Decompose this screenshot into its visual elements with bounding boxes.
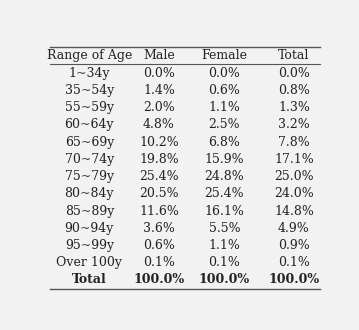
Text: 1.1%: 1.1% <box>208 101 240 114</box>
Text: 5.5%: 5.5% <box>209 222 240 235</box>
Text: 1.1%: 1.1% <box>208 239 240 252</box>
Text: 0.9%: 0.9% <box>278 239 310 252</box>
Text: 4.8%: 4.8% <box>143 118 175 131</box>
Text: Total: Total <box>72 274 107 286</box>
Text: 80~84y: 80~84y <box>65 187 114 200</box>
Text: 75~79y: 75~79y <box>65 170 114 183</box>
Text: 25.4%: 25.4% <box>139 170 179 183</box>
Text: 55~59y: 55~59y <box>65 101 114 114</box>
Text: Range of Age: Range of Age <box>47 50 132 62</box>
Text: 17.1%: 17.1% <box>274 153 314 166</box>
Text: 24.0%: 24.0% <box>274 187 314 200</box>
Text: Total: Total <box>278 50 309 62</box>
Text: 19.8%: 19.8% <box>139 153 179 166</box>
Text: 35~54y: 35~54y <box>65 84 114 97</box>
Text: 100.0%: 100.0% <box>199 274 250 286</box>
Text: 6.8%: 6.8% <box>208 136 240 148</box>
Text: 25.4%: 25.4% <box>205 187 244 200</box>
Text: Over 100y: Over 100y <box>56 256 122 269</box>
Text: 2.5%: 2.5% <box>209 118 240 131</box>
Text: 11.6%: 11.6% <box>139 205 179 217</box>
Text: 0.1%: 0.1% <box>278 256 310 269</box>
Text: 0.6%: 0.6% <box>208 84 240 97</box>
Text: 100.0%: 100.0% <box>268 274 320 286</box>
Text: 0.6%: 0.6% <box>143 239 175 252</box>
Text: 4.9%: 4.9% <box>278 222 310 235</box>
Text: 65~69y: 65~69y <box>65 136 114 148</box>
Text: 1~34y: 1~34y <box>69 67 110 80</box>
Text: 0.8%: 0.8% <box>278 84 310 97</box>
Text: 24.8%: 24.8% <box>205 170 244 183</box>
Text: 20.5%: 20.5% <box>139 187 179 200</box>
Text: 0.1%: 0.1% <box>208 256 240 269</box>
Text: 95~99y: 95~99y <box>65 239 114 252</box>
Text: 14.8%: 14.8% <box>274 205 314 217</box>
Text: 10.2%: 10.2% <box>139 136 179 148</box>
Text: 85~89y: 85~89y <box>65 205 114 217</box>
Text: 60~64y: 60~64y <box>65 118 114 131</box>
Text: 0.0%: 0.0% <box>143 67 175 80</box>
Text: 7.8%: 7.8% <box>278 136 310 148</box>
Text: 3.6%: 3.6% <box>143 222 175 235</box>
Text: Female: Female <box>201 50 247 62</box>
Text: 1.3%: 1.3% <box>278 101 310 114</box>
Text: 15.9%: 15.9% <box>205 153 244 166</box>
Text: 90~94y: 90~94y <box>65 222 114 235</box>
Text: Male: Male <box>143 50 175 62</box>
Text: 16.1%: 16.1% <box>204 205 244 217</box>
Text: 3.2%: 3.2% <box>278 118 310 131</box>
Text: 25.0%: 25.0% <box>274 170 314 183</box>
Text: 100.0%: 100.0% <box>134 274 185 286</box>
Text: 0.0%: 0.0% <box>278 67 310 80</box>
Text: 0.1%: 0.1% <box>143 256 175 269</box>
Text: 2.0%: 2.0% <box>143 101 175 114</box>
Text: 70~74y: 70~74y <box>65 153 114 166</box>
Text: 0.0%: 0.0% <box>208 67 240 80</box>
Text: 1.4%: 1.4% <box>143 84 175 97</box>
